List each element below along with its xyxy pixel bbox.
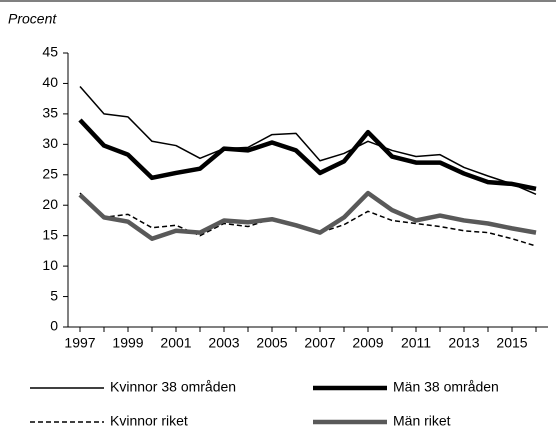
y-tick-label: 15 [42,226,58,242]
legend-label: Män riket [393,413,451,429]
y-axis-label: Procent [8,11,57,27]
x-tick-label: 2001 [160,335,191,351]
y-tick-label: 10 [42,257,58,273]
legend-label: Män 38 områden [393,379,499,395]
legend-label: Kvinnor riket [110,413,188,429]
y-tick-label: 30 [42,135,58,151]
y-tick-label: 25 [42,165,58,181]
x-tick-label: 2015 [496,335,527,351]
legend-label: Kvinnor 38 områden [110,379,236,395]
y-tick-label: 45 [42,44,58,60]
y-tick-label: 35 [42,105,58,121]
series-line [78,118,537,191]
x-tick-label: 2013 [448,335,479,351]
y-tick-label: 0 [50,318,58,334]
x-tick-label: 2011 [401,335,431,351]
x-tick-label: 1997 [64,335,95,351]
y-tick-label: 20 [42,196,58,212]
x-tick-label: 2003 [208,335,239,351]
series-line [79,85,537,195]
series-line [78,190,537,241]
y-tick-label: 5 [50,287,58,303]
x-tick-label: 2007 [304,335,335,351]
y-tick-label: 40 [42,74,58,90]
x-tick-label: 1999 [112,335,143,351]
x-tick-label: 2005 [256,335,287,351]
x-tick-label: 2009 [352,335,383,351]
